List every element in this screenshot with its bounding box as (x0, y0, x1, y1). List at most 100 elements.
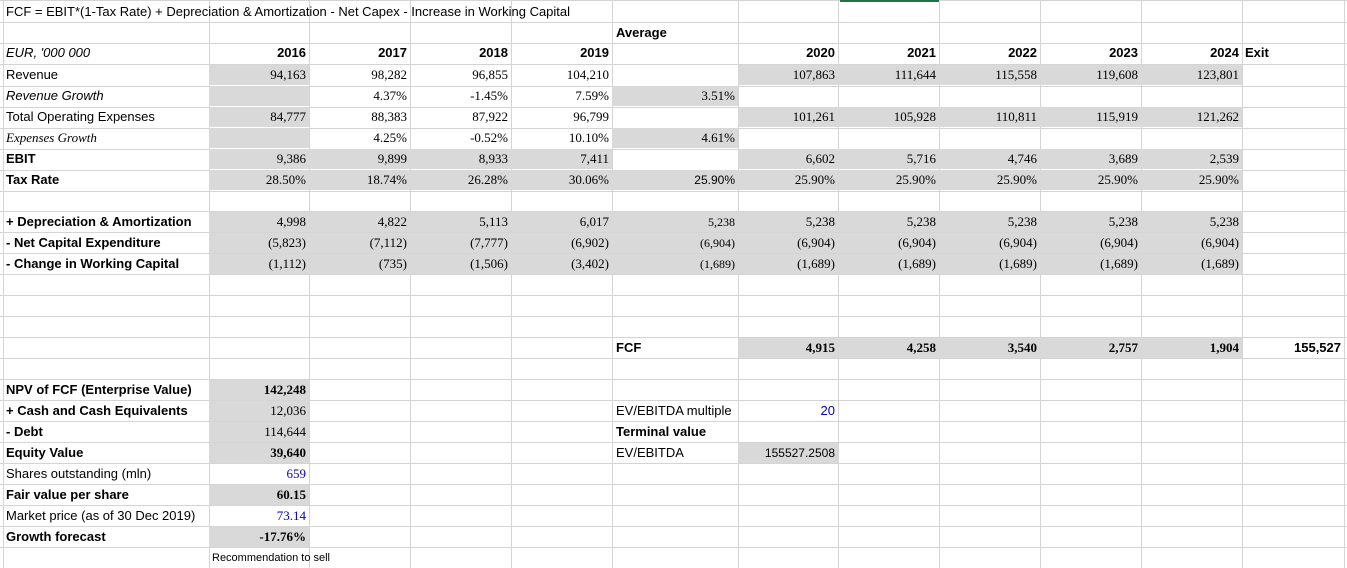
revenue-cell[interactable]: 123,801 (1141, 65, 1242, 85)
average-header[interactable]: Average (616, 25, 667, 40)
row-label-revenue-growth[interactable]: Revenue Growth (6, 88, 104, 103)
year-header[interactable]: 2017 (378, 45, 407, 60)
tax-rate-cell[interactable]: 18.74% (309, 170, 410, 190)
ebit-cell[interactable]: 6,602 (738, 149, 838, 169)
fcf-cell[interactable]: 3,540 (939, 338, 1040, 358)
tax-rate-cell[interactable]: 25.90% (939, 170, 1040, 190)
ebit-cell[interactable]: 7,411 (511, 149, 612, 169)
wc-cell[interactable]: (1,506) (410, 254, 511, 274)
row-label-working-capital[interactable]: - Change in Working Capital (6, 256, 180, 271)
revenue-growth-cell[interactable] (209, 86, 309, 106)
capex-cell[interactable]: (5,823) (209, 233, 309, 253)
wc-cell[interactable]: (735) (309, 254, 410, 274)
opex-cell[interactable]: 88,383 (371, 109, 407, 124)
ev-ebitda-multiple-label[interactable]: EV/EBITDA multiple (616, 403, 732, 418)
opex-cell[interactable]: 110,811 (939, 107, 1040, 127)
opex-cell[interactable]: 96,799 (573, 109, 609, 124)
opex-cell[interactable]: 115,919 (1040, 107, 1141, 127)
ebit-cell[interactable]: 9,386 (209, 149, 309, 169)
wc-cell[interactable]: (1,689) (838, 254, 939, 274)
wc-cell[interactable]: (1,112) (209, 254, 309, 274)
fcf-cell[interactable]: 4,915 (738, 338, 838, 358)
revenue-growth-cell[interactable]: 4.37% (373, 88, 407, 103)
row-label-expenses-growth[interactable]: Expenses Growth (6, 130, 97, 145)
tax-rate-cell[interactable]: 25.90% (738, 170, 838, 190)
row-label-depreciation[interactable]: + Depreciation & Amortization (6, 214, 192, 229)
da-cell[interactable]: 6,017 (511, 212, 612, 232)
revenue-growth-cell[interactable]: 7.59% (575, 88, 609, 103)
fcf-cell[interactable]: 4,258 (838, 338, 939, 358)
capex-average[interactable]: (6,904) (612, 233, 738, 253)
ev-ebitda-multiple-value[interactable]: 20 (820, 403, 835, 418)
growth-forecast-value[interactable]: -17.76% (209, 527, 309, 547)
year-header[interactable]: 2021 (907, 45, 936, 60)
tax-rate-cell[interactable]: 28.50% (209, 170, 309, 190)
expenses-growth-average[interactable]: 4.61% (612, 128, 738, 148)
opex-cell[interactable]: 121,262 (1141, 107, 1242, 127)
da-cell[interactable]: 5,238 (738, 212, 838, 232)
fair-value[interactable]: 60.15 (209, 485, 309, 505)
year-header[interactable]: 2019 (580, 45, 609, 60)
row-label-revenue[interactable]: Revenue (6, 67, 59, 82)
debt-label[interactable]: - Debt (6, 424, 43, 439)
ebit-cell[interactable]: 2,539 (1141, 149, 1242, 169)
equity-value-label[interactable]: Equity Value (6, 445, 84, 460)
npv-value[interactable]: 142,248 (209, 380, 309, 400)
da-cell[interactable]: 5,238 (838, 212, 939, 232)
equity-value[interactable]: 39,640 (209, 443, 309, 463)
terminal-value-result[interactable]: 155527.2508 (738, 443, 838, 463)
terminal-value-label[interactable]: Terminal value (616, 424, 707, 439)
capex-cell[interactable]: (6,902) (511, 233, 612, 253)
year-header[interactable]: 2018 (479, 45, 508, 60)
da-cell[interactable]: 4,822 (309, 212, 410, 232)
wc-average[interactable]: (1,689) (612, 254, 738, 274)
revenue-cell[interactable]: 94,163 (209, 65, 309, 85)
da-cell[interactable]: 4,998 (209, 212, 309, 232)
row-label-ebit[interactable]: EBIT (6, 151, 36, 166)
row-label-total-opex[interactable]: Total Operating Expenses (6, 109, 155, 124)
ebit-cell[interactable]: 8,933 (410, 149, 511, 169)
revenue-cell[interactable]: 104,210 (566, 67, 609, 82)
revenue-cell[interactable]: 111,644 (838, 65, 939, 85)
tax-rate-cell[interactable]: 30.06% (511, 170, 612, 190)
capex-cell[interactable]: (7,777) (410, 233, 511, 253)
wc-cell[interactable]: (1,689) (738, 254, 838, 274)
year-header[interactable]: 2020 (806, 45, 835, 60)
tax-rate-cell[interactable]: 25.90% (1141, 170, 1242, 190)
exit-header[interactable]: Exit (1245, 45, 1269, 60)
formula-text[interactable]: FCF = EBIT*(1-Tax Rate) + Depreciation &… (6, 4, 571, 19)
fcf-label[interactable]: FCF (616, 340, 642, 355)
growth-forecast-label[interactable]: Growth forecast (6, 529, 106, 544)
ev-ebitda-method-label[interactable]: EV/EBITDA (616, 445, 684, 460)
year-header[interactable]: 2022 (1008, 45, 1037, 60)
cash-label[interactable]: + Cash and Cash Equivalents (6, 403, 188, 418)
capex-cell[interactable]: (6,904) (939, 233, 1040, 253)
revenue-cell[interactable]: 98,282 (371, 67, 407, 82)
ebit-cell[interactable]: 9,899 (309, 149, 410, 169)
cash-value[interactable]: 12,036 (209, 401, 309, 421)
ebit-cell[interactable]: 4,746 (939, 149, 1040, 169)
tax-rate-cell[interactable]: 25.90% (1040, 170, 1141, 190)
tax-rate-cell[interactable]: 25.90% (838, 170, 939, 190)
row-label-tax-rate[interactable]: Tax Rate (6, 172, 60, 187)
fcf-cell[interactable]: 2,757 (1040, 338, 1141, 358)
capex-cell[interactable]: (7,112) (309, 233, 410, 253)
revenue-growth-average[interactable]: 3.51% (612, 86, 738, 106)
row-label-net-capex[interactable]: - Net Capital Expenditure (6, 235, 161, 250)
expenses-growth-cell[interactable] (209, 128, 309, 148)
capex-cell[interactable]: (6,904) (1040, 233, 1141, 253)
da-cell[interactable]: 5,238 (939, 212, 1040, 232)
tax-rate-cell[interactable]: 26.28% (410, 170, 511, 190)
year-header[interactable]: 2023 (1109, 45, 1138, 60)
npv-label[interactable]: NPV of FCF (Enterprise Value) (6, 382, 192, 397)
opex-cell[interactable]: 101,261 (738, 107, 838, 127)
fcf-exit-value[interactable]: 155,527 (1294, 340, 1341, 355)
capex-cell[interactable]: (6,904) (838, 233, 939, 253)
revenue-cell[interactable]: 115,558 (939, 65, 1040, 85)
revenue-cell[interactable]: 107,863 (738, 65, 838, 85)
revenue-growth-cell[interactable]: -1.45% (470, 88, 508, 103)
capex-cell[interactable]: (6,904) (738, 233, 838, 253)
market-price-label[interactable]: Market price (as of 30 Dec 2019) (6, 508, 196, 523)
da-average[interactable]: 5,238 (612, 212, 738, 232)
year-header[interactable]: 2024 (1210, 45, 1239, 60)
